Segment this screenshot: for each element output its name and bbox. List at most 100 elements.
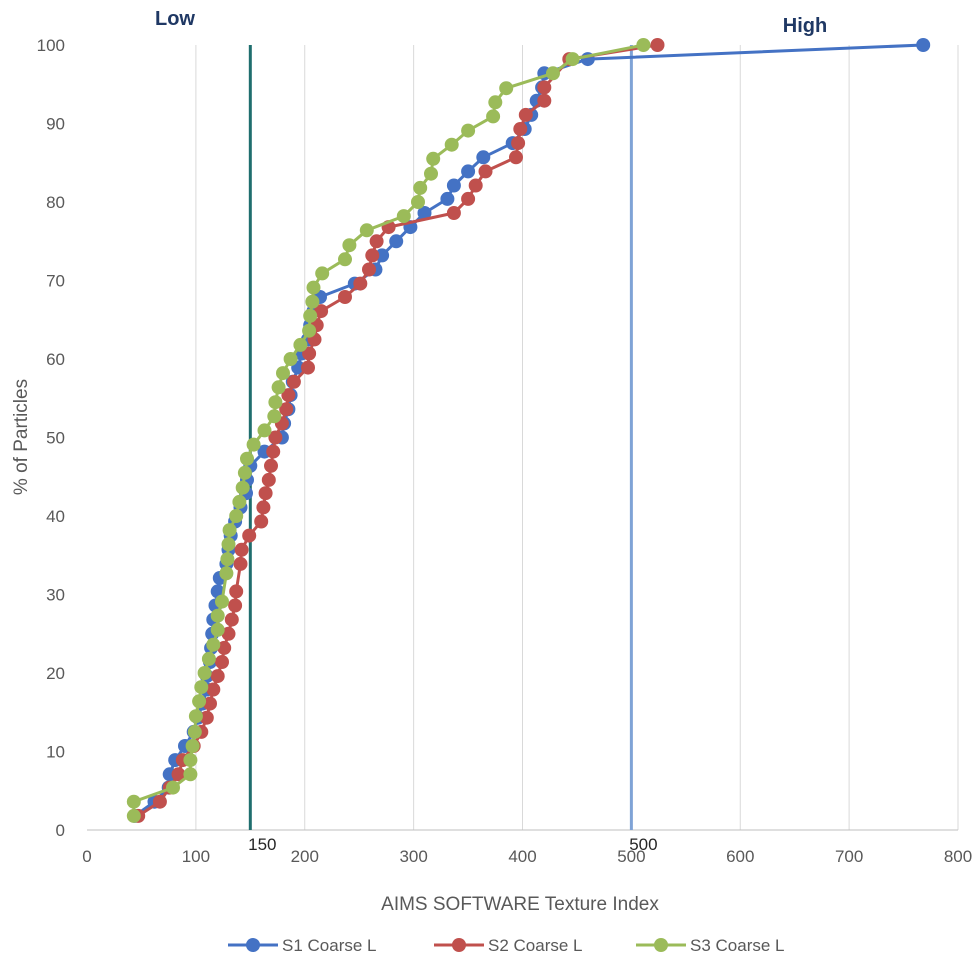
x-tick-label: 100 xyxy=(182,847,210,866)
data-point xyxy=(276,366,290,381)
data-point xyxy=(426,151,441,166)
x-tick-label: 500 xyxy=(617,847,645,866)
data-point xyxy=(183,753,198,768)
data-point xyxy=(286,374,301,389)
legend-marker xyxy=(452,938,466,952)
reference-lines: 150 500 xyxy=(248,45,658,854)
data-point xyxy=(306,280,321,295)
data-point xyxy=(210,622,225,637)
reference-label-500: 500 xyxy=(629,835,657,854)
data-point xyxy=(315,266,330,281)
x-tick-label: 300 xyxy=(399,847,427,866)
legend-marker xyxy=(246,938,260,952)
series-line xyxy=(134,43,924,818)
y-tick-label: 50 xyxy=(46,429,65,448)
x-tick-label: 700 xyxy=(835,847,863,866)
data-point xyxy=(375,248,390,263)
data-point xyxy=(389,234,404,249)
data-point xyxy=(369,234,384,249)
data-point xyxy=(546,66,560,81)
data-point xyxy=(215,655,229,669)
data-point xyxy=(152,794,167,809)
data-point xyxy=(242,528,257,543)
y-tick-label: 40 xyxy=(46,507,65,526)
data-point xyxy=(210,608,225,623)
y-tick-label: 0 xyxy=(56,821,65,840)
data-point xyxy=(222,523,237,538)
data-point xyxy=(220,552,235,567)
data-point xyxy=(303,308,318,323)
series-3 xyxy=(126,38,651,823)
data-point xyxy=(314,304,329,319)
data-point xyxy=(221,537,236,552)
data-point xyxy=(444,137,459,152)
data-point xyxy=(183,767,198,782)
data-point xyxy=(264,458,278,473)
legend-label: S2 Coarse L xyxy=(488,936,583,955)
data-point xyxy=(237,465,252,480)
data-point xyxy=(197,666,212,680)
y-tick-labels: 0 10 20 30 40 50 60 70 80 90 100 xyxy=(37,36,65,840)
data-point xyxy=(305,294,320,309)
data-point xyxy=(126,794,141,809)
data-point xyxy=(565,52,580,67)
legend-label: S1 Coarse L xyxy=(282,936,377,955)
data-point xyxy=(261,472,276,487)
legend: S1 Coarse L S2 Coarse L S3 Coarse L xyxy=(228,936,785,955)
data-point xyxy=(221,626,236,641)
y-tick-label: 10 xyxy=(46,743,65,762)
data-point xyxy=(256,500,271,515)
data-point xyxy=(201,651,216,666)
data-point xyxy=(338,252,352,267)
data-point xyxy=(440,191,455,206)
data-point xyxy=(257,423,272,438)
data-point xyxy=(365,248,380,263)
data-point xyxy=(215,594,229,609)
y-tick-label: 90 xyxy=(46,115,65,134)
data-series xyxy=(126,38,931,823)
data-point xyxy=(417,206,432,220)
data-point xyxy=(268,430,283,445)
data-point xyxy=(413,180,428,195)
data-point xyxy=(650,38,665,52)
data-point xyxy=(468,178,483,193)
data-point xyxy=(126,808,141,823)
data-point xyxy=(353,276,368,291)
x-tick-label: 600 xyxy=(726,847,754,866)
data-point xyxy=(362,262,376,277)
high-zone-label: High xyxy=(783,15,827,37)
data-point xyxy=(166,780,180,795)
series-1 xyxy=(127,38,931,823)
data-point xyxy=(916,38,931,52)
data-point xyxy=(511,136,526,151)
vertical-gridlines xyxy=(195,45,959,830)
data-point xyxy=(234,542,249,557)
x-axis-title: AIMS SOFTWARE Texture Index xyxy=(381,894,659,915)
data-point xyxy=(537,93,552,108)
data-point xyxy=(233,556,248,571)
legend-label: S3 Coarse L xyxy=(690,936,785,955)
data-point xyxy=(235,480,250,495)
data-point xyxy=(267,409,282,424)
data-point xyxy=(271,380,286,395)
data-point xyxy=(411,195,425,209)
data-point xyxy=(359,223,374,238)
y-tick-label: 30 xyxy=(46,586,65,605)
x-tick-label: 400 xyxy=(508,847,536,866)
data-point xyxy=(488,95,503,110)
data-point xyxy=(246,437,261,452)
data-point xyxy=(281,388,296,403)
legend-marker xyxy=(654,938,668,952)
data-point xyxy=(232,494,247,509)
data-point xyxy=(217,640,232,655)
data-point xyxy=(513,122,528,136)
reference-label-150: 150 xyxy=(248,835,276,854)
series-2 xyxy=(131,38,665,823)
x-tick-labels: 0 100 200 300 400 500 600 700 800 xyxy=(82,847,972,866)
data-point xyxy=(301,360,315,375)
data-point xyxy=(499,81,514,96)
data-point xyxy=(302,323,317,338)
data-point xyxy=(194,680,209,695)
data-point xyxy=(224,612,239,627)
